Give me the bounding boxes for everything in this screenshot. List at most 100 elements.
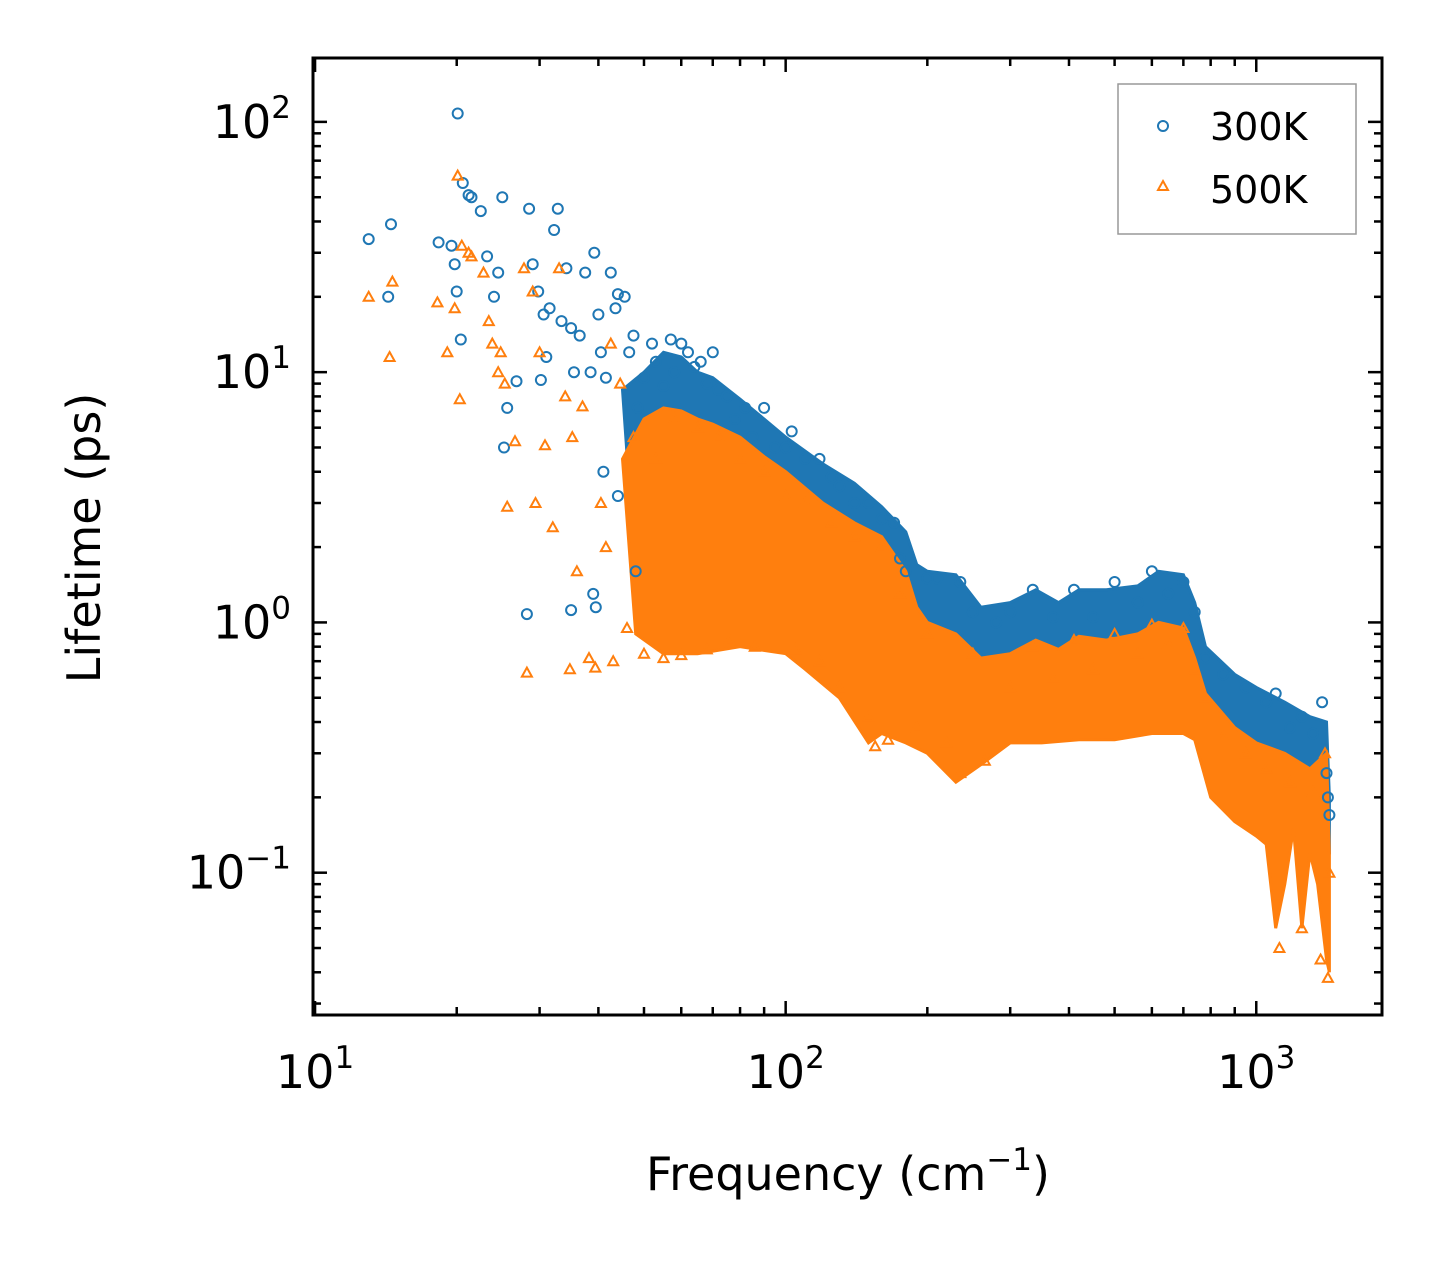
point-500k xyxy=(1086,662,1100,675)
point-300k xyxy=(1217,668,1230,681)
point-500k xyxy=(453,392,467,405)
point-300k xyxy=(587,587,600,600)
point-500k xyxy=(565,430,579,443)
point-500k xyxy=(868,739,882,752)
point-500k xyxy=(953,766,967,779)
point-500k xyxy=(604,336,618,349)
point-500k xyxy=(582,651,596,664)
point-300k xyxy=(534,374,547,386)
point-300k xyxy=(597,465,610,478)
point-500k xyxy=(1313,952,1328,965)
point-500k xyxy=(599,540,613,553)
point-500k xyxy=(485,336,499,349)
point-500k xyxy=(649,451,663,464)
point-500k xyxy=(430,295,445,308)
point-300k xyxy=(465,191,478,204)
point-300k xyxy=(462,189,475,202)
point-300k xyxy=(779,441,792,454)
point-500k xyxy=(526,284,540,297)
point-300k xyxy=(526,258,539,271)
point-500k xyxy=(824,515,838,528)
point-300k xyxy=(1108,576,1121,588)
point-300k xyxy=(382,290,395,303)
point-500k xyxy=(508,434,522,447)
point-300k xyxy=(611,490,624,502)
point-300k xyxy=(1269,687,1282,700)
point-500k xyxy=(491,365,505,378)
point-300k xyxy=(1026,583,1039,596)
point-300k xyxy=(588,246,601,259)
point-300k xyxy=(1087,611,1100,624)
point-500k xyxy=(1216,729,1230,742)
point-500k xyxy=(494,345,508,358)
point-300k xyxy=(488,290,500,303)
point-500k xyxy=(440,345,454,358)
point-500k xyxy=(1295,921,1309,934)
point-300k xyxy=(799,452,812,465)
point-500k xyxy=(832,680,846,693)
point-300k xyxy=(604,266,617,279)
point-300k xyxy=(510,375,523,388)
point-300k xyxy=(568,366,580,379)
point-300k xyxy=(833,480,846,493)
point-300k xyxy=(592,308,605,321)
point-500k xyxy=(451,168,465,181)
x-tick-label: 103 xyxy=(1217,1040,1295,1099)
point-300k xyxy=(758,401,771,414)
point-300k xyxy=(1162,587,1175,600)
point-300k xyxy=(1047,611,1060,624)
x-axis-title-end: ) xyxy=(1032,1147,1050,1201)
point-300k xyxy=(1320,767,1333,780)
point-500k xyxy=(1239,746,1253,759)
point-300k xyxy=(496,191,509,204)
point-500k xyxy=(940,735,954,748)
y-tick-label: 102 xyxy=(213,90,291,149)
point-500k xyxy=(910,720,924,733)
point-300k xyxy=(646,337,658,350)
point-300k xyxy=(474,205,487,218)
point-300k xyxy=(565,604,578,617)
point-300k xyxy=(888,516,901,529)
x-tick-label: 102 xyxy=(747,1040,825,1099)
point-500k xyxy=(606,654,620,667)
point-500k xyxy=(517,261,531,274)
point-300k xyxy=(682,346,694,359)
y-tick-label: 10−1 xyxy=(187,841,291,900)
point-300k xyxy=(450,285,463,298)
point-300k xyxy=(548,224,561,236)
point-500k xyxy=(476,265,491,278)
legend-marker-500k xyxy=(1156,178,1170,191)
point-500k xyxy=(690,420,705,433)
point-500k xyxy=(1283,775,1297,788)
point-300k xyxy=(657,380,670,392)
point-500k xyxy=(722,633,737,646)
point-500k xyxy=(1046,670,1060,683)
point-500k xyxy=(588,660,602,673)
point-300k xyxy=(1131,596,1144,609)
point-500k xyxy=(798,495,812,508)
legend-marker-300k xyxy=(1157,120,1169,132)
point-500k xyxy=(1026,639,1040,652)
point-500k xyxy=(656,651,671,664)
legend-box xyxy=(1117,83,1357,235)
point-500k xyxy=(563,662,577,675)
point-500k xyxy=(733,451,747,464)
point-500k xyxy=(552,261,566,274)
point-300k xyxy=(1004,606,1017,619)
point-500k xyxy=(528,495,543,508)
point-500k xyxy=(1188,662,1202,675)
point-300k xyxy=(1295,710,1308,723)
point-500k xyxy=(637,646,651,659)
point-500k xyxy=(1131,646,1145,659)
point-500k xyxy=(861,709,876,722)
x-axis-title-main: Frequency (cm xyxy=(646,1147,986,1201)
point-500k xyxy=(455,238,469,251)
point-300k xyxy=(454,333,467,346)
point-500k xyxy=(875,540,889,553)
point-300k xyxy=(445,239,458,252)
legend: 300K 500K xyxy=(1117,83,1357,235)
point-300k xyxy=(492,266,505,279)
point-500k xyxy=(978,753,992,766)
point-300k xyxy=(579,266,592,279)
